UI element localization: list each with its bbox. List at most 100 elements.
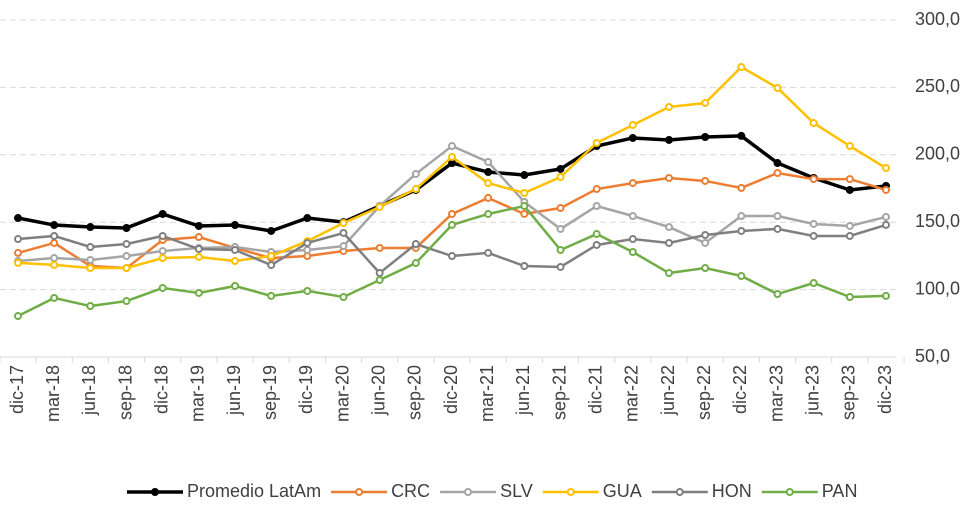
data-point <box>701 231 710 240</box>
data-point <box>194 252 203 261</box>
data-point <box>520 209 529 218</box>
data-point <box>592 202 601 211</box>
data-point <box>701 176 710 185</box>
data-point <box>231 245 239 254</box>
data-point <box>737 211 746 220</box>
data-point <box>845 221 854 230</box>
data-point <box>665 269 673 278</box>
legend-marker <box>355 488 364 496</box>
data-point <box>194 233 203 242</box>
y-tick-label: 100,0 <box>915 278 960 298</box>
legend-marker <box>675 488 684 496</box>
data-point <box>158 247 167 256</box>
data-point <box>628 121 637 130</box>
x-tick-label: mar-21 <box>477 365 497 422</box>
data-point <box>375 243 384 252</box>
legend-label: SLV <box>500 481 533 501</box>
data-point <box>882 212 890 221</box>
data-point <box>14 248 22 257</box>
data-point <box>484 179 493 188</box>
y-tick-label: 150,0 <box>915 211 960 231</box>
data-point <box>484 168 493 177</box>
x-tick-label: jun-21 <box>513 365 533 416</box>
data-point <box>267 252 276 261</box>
series-line <box>17 65 887 270</box>
data-point <box>303 214 312 223</box>
data-point <box>411 185 420 194</box>
data-point <box>665 173 673 182</box>
x-tick-label: sep-22 <box>694 365 714 420</box>
data-point <box>773 290 782 299</box>
y-tick-label: 200,0 <box>915 144 960 164</box>
data-point <box>484 209 493 218</box>
data-point <box>484 157 493 166</box>
data-point <box>773 224 782 233</box>
x-tick-label: jun-23 <box>802 365 822 416</box>
data-point <box>809 278 818 287</box>
data-point <box>267 261 276 270</box>
data-point <box>628 179 637 188</box>
data-point <box>194 221 203 230</box>
data-point <box>122 223 131 232</box>
data-point <box>158 231 167 240</box>
data-point <box>50 260 59 269</box>
data-point <box>267 226 276 235</box>
legend-marker <box>464 488 473 496</box>
y-tick-label: 300,0 <box>915 9 960 29</box>
x-tick-label: jun-20 <box>368 365 388 416</box>
data-point <box>701 99 710 108</box>
x-tick-label: dic-22 <box>730 365 750 414</box>
data-point <box>882 164 890 173</box>
legend-marker <box>785 488 794 496</box>
x-tick-label: sep-20 <box>405 365 425 420</box>
data-point <box>303 245 312 254</box>
x-tick-label: dic-23 <box>875 365 895 414</box>
y-tick-label: 250,0 <box>915 76 960 96</box>
data-point <box>665 135 673 144</box>
data-point <box>50 238 59 247</box>
data-point <box>773 83 782 92</box>
data-point <box>50 221 59 230</box>
data-point <box>556 224 565 233</box>
x-tick-label: sep-18 <box>115 365 135 420</box>
data-point <box>86 255 95 264</box>
data-point <box>375 276 384 285</box>
data-point <box>737 271 746 280</box>
data-point <box>773 159 782 168</box>
data-point <box>411 259 420 268</box>
x-tick-label: dic-19 <box>296 365 316 414</box>
data-point <box>122 264 131 273</box>
legend-label: CRC <box>391 481 430 501</box>
x-tick-label: dic-18 <box>151 365 171 414</box>
data-point <box>737 131 746 140</box>
legend-marker <box>566 488 575 496</box>
x-tick-label: jun-22 <box>658 365 678 416</box>
x-tick-label: mar-19 <box>188 365 208 422</box>
data-point <box>628 211 637 220</box>
data-point <box>882 185 890 194</box>
data-point <box>231 257 239 266</box>
legend-label: HON <box>712 481 752 501</box>
legend-label: PAN <box>822 481 858 501</box>
data-point <box>122 252 131 261</box>
data-point <box>628 247 637 256</box>
data-point <box>845 185 854 194</box>
data-point <box>50 231 59 240</box>
data-point <box>520 262 529 271</box>
data-point <box>448 220 456 229</box>
data-point <box>448 252 456 261</box>
data-point <box>556 164 565 173</box>
data-point <box>882 291 890 300</box>
data-point <box>14 235 22 244</box>
x-tick-label: dic-20 <box>441 365 461 414</box>
data-point <box>665 223 673 232</box>
data-point <box>701 133 710 142</box>
data-point <box>50 293 59 302</box>
data-point <box>231 221 239 230</box>
data-point <box>592 240 601 249</box>
data-point <box>86 264 95 273</box>
series-line <box>17 223 887 275</box>
data-point <box>592 230 601 239</box>
data-point <box>809 118 818 127</box>
data-point <box>628 133 637 142</box>
